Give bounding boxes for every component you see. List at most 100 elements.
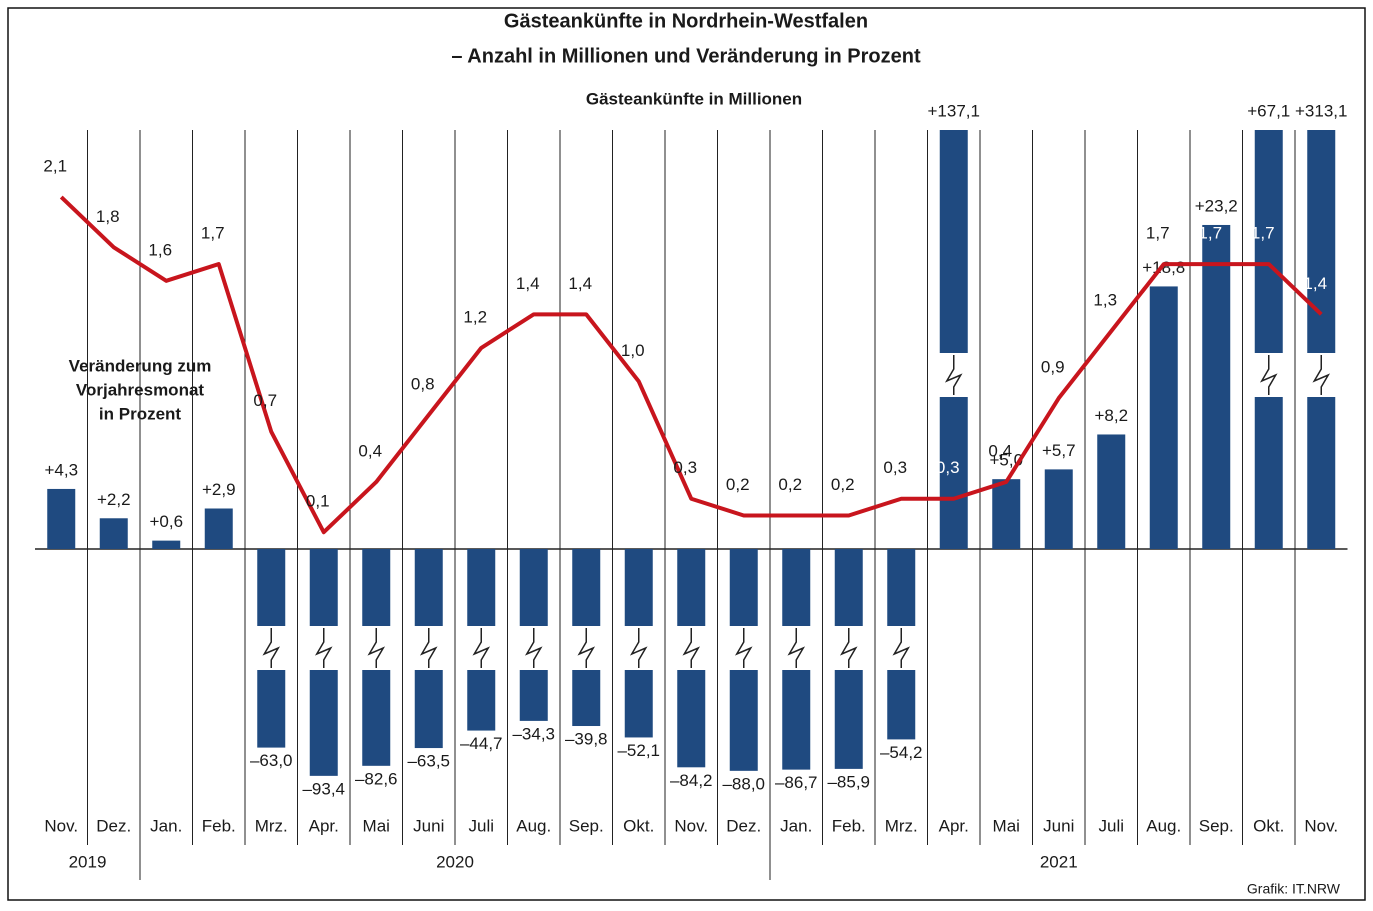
bar-value-label: –93,4 <box>302 779 345 798</box>
group-label: 2019 <box>69 852 107 871</box>
x-tick-label: Sep. <box>569 816 604 835</box>
line-value-label: 0,1 <box>306 492 330 511</box>
x-tick-label: Okt. <box>623 816 654 835</box>
bar-value-label: +4,3 <box>44 460 78 479</box>
x-tick-label: Feb. <box>832 816 866 835</box>
line-value-label: 0,2 <box>726 475 750 494</box>
bar-value-label: –63,0 <box>250 751 293 770</box>
axis-break <box>524 628 543 668</box>
line-value-label: 0,7 <box>253 391 277 410</box>
line-value-label: 2,1 <box>43 157 67 176</box>
x-tick-label: Apr. <box>309 816 339 835</box>
line-value-label: 0,2 <box>831 475 855 494</box>
source: Grafik: IT.NRW <box>1247 881 1341 897</box>
x-tick-label: Apr. <box>939 816 969 835</box>
chart-title: Gästeankünfte in Nordrhein-Westfalen <box>504 10 868 32</box>
x-tick-label: Feb. <box>202 816 236 835</box>
line-value-label: 0,4 <box>358 441 382 460</box>
axis-break <box>1312 355 1331 395</box>
x-tick-label: Aug. <box>1146 816 1181 835</box>
bar <box>1307 130 1336 549</box>
line <box>59 195 1323 535</box>
axis-break <box>1259 355 1278 395</box>
bar-value-label: –63,5 <box>407 752 450 771</box>
line-value-label: 0,2 <box>778 475 802 494</box>
bar-value-label: –88,0 <box>722 774 765 793</box>
bar-value-label: –54,2 <box>880 743 923 762</box>
bar-value-label: –44,7 <box>460 734 503 753</box>
bar-value-label: +313,1 <box>1295 101 1347 120</box>
axis-break <box>262 628 281 668</box>
bar-value-label: –82,6 <box>355 769 398 788</box>
x-tick-label: Mai <box>993 816 1020 835</box>
bar <box>204 508 233 549</box>
line-value-label: 1,7 <box>1146 224 1170 243</box>
bar <box>152 540 181 549</box>
line-value-label: 1,4 <box>516 274 540 293</box>
axis-break <box>944 355 963 395</box>
line-value-label: 1,7 <box>1198 224 1222 243</box>
x-tick-label: Juni <box>413 816 444 835</box>
x-tick-label: Nov. <box>1304 816 1338 835</box>
group-label: 2020 <box>436 852 474 871</box>
line-value-label: 0,3 <box>936 458 960 477</box>
line-value-label: 1,0 <box>621 341 645 360</box>
axis-break <box>787 628 806 668</box>
bar <box>1149 286 1178 549</box>
line-value-label: 1,7 <box>201 224 225 243</box>
bar <box>99 518 128 549</box>
line-label: Gästeankünfte in Millionen <box>586 89 802 108</box>
bar-value-label: +18,8 <box>1142 258 1185 277</box>
x-tick-label: Dez. <box>96 816 131 835</box>
line-value-label: 1,3 <box>1093 291 1117 310</box>
line-value-label: 0,3 <box>673 458 697 477</box>
chart-subtitle: – Anzahl in Millionen und Veränderung in… <box>451 45 921 67</box>
axis-break <box>682 628 701 668</box>
line-value-label: 0,8 <box>411 374 435 393</box>
bar-value-label: +5,7 <box>1042 441 1076 460</box>
x-tick-label: Jan. <box>780 816 812 835</box>
line-value-label: 1,7 <box>1251 224 1275 243</box>
axis-break <box>314 628 333 668</box>
bar-value-label: +0,6 <box>149 512 183 531</box>
bar <box>1254 130 1283 549</box>
bar <box>992 479 1021 549</box>
line-value-label: 1,8 <box>96 207 120 226</box>
group-label: 2021 <box>1040 852 1078 871</box>
line-value-label: 0,4 <box>988 441 1012 460</box>
line-value-label: 1,4 <box>568 274 592 293</box>
bar <box>939 130 968 549</box>
x-tick-label: Sep. <box>1199 816 1234 835</box>
x-tick-label: Juli <box>468 816 494 835</box>
x-tick-label: Dez. <box>726 816 761 835</box>
x-tick-label: Okt. <box>1253 816 1284 835</box>
bar <box>1202 224 1231 549</box>
line-value-label: 1,4 <box>1303 274 1327 293</box>
bar-value-label: +23,2 <box>1195 196 1238 215</box>
axis-break <box>629 628 648 668</box>
x-tick-label: Jan. <box>150 816 182 835</box>
axis-break <box>577 628 596 668</box>
bar <box>47 488 76 549</box>
bar-value-label: –86,7 <box>775 773 818 792</box>
axis-break <box>734 628 753 668</box>
bar-value-label: +2,2 <box>97 490 131 509</box>
bar-value-label: –39,8 <box>565 729 608 748</box>
axis-break <box>367 628 386 668</box>
axis-break <box>472 628 491 668</box>
axis-break <box>419 628 438 668</box>
x-tick-label: Juli <box>1098 816 1124 835</box>
bar-value-label: +8,2 <box>1094 406 1128 425</box>
line-value-label: 0,9 <box>1041 358 1065 377</box>
line-value-label: 1,2 <box>463 307 487 326</box>
x-tick-label: Mrz. <box>885 816 918 835</box>
bar <box>1097 434 1126 549</box>
line-value-label: 1,6 <box>148 240 172 259</box>
x-tick-label: Mrz. <box>255 816 288 835</box>
bar-value-label: –34,3 <box>512 724 555 743</box>
axis-break <box>892 628 911 668</box>
x-tick-label: Aug. <box>516 816 551 835</box>
bar-value-label: +67,1 <box>1247 101 1290 120</box>
bar <box>1044 469 1073 549</box>
